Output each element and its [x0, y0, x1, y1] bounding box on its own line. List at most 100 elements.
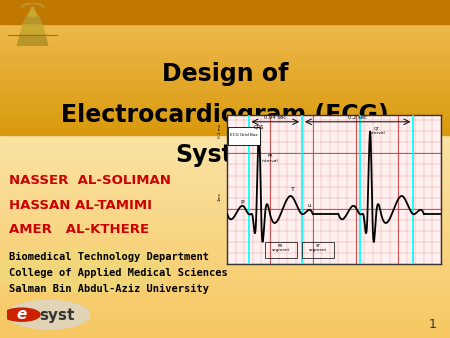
- Bar: [0, 324, 450, 328]
- Bar: [0, 0, 450, 3]
- Text: QT
interval: QT interval: [369, 127, 385, 135]
- Bar: [0, 34, 450, 37]
- Bar: [0, 47, 450, 51]
- Bar: [0, 257, 450, 260]
- Bar: [0, 78, 450, 81]
- Bar: [0, 122, 450, 125]
- Bar: [228, 127, 261, 145]
- Bar: [0, 81, 450, 84]
- Bar: [0, 139, 450, 142]
- Bar: [0, 44, 450, 47]
- Text: PR
interval: PR interval: [261, 154, 279, 163]
- Bar: [0, 101, 450, 105]
- Bar: [0, 301, 450, 304]
- Bar: [0, 169, 450, 172]
- Bar: [0, 7, 450, 10]
- Bar: [0, 152, 450, 155]
- Text: NASSER  AL-SOLIMAN: NASSER AL-SOLIMAN: [9, 174, 171, 187]
- Bar: [0, 125, 450, 128]
- Bar: [0, 189, 450, 193]
- Bar: [0, 176, 450, 179]
- Bar: [0, 314, 450, 318]
- Bar: [0, 98, 450, 101]
- Bar: [0, 71, 450, 74]
- Bar: [0, 210, 450, 213]
- Bar: [0, 54, 450, 57]
- Bar: [0, 145, 450, 149]
- Bar: [0, 27, 450, 30]
- Bar: [0, 331, 450, 335]
- Bar: [0, 24, 450, 27]
- Text: AMER   AL-KTHERE: AMER AL-KTHERE: [9, 223, 149, 236]
- Bar: [302, 242, 334, 258]
- Text: HASSAN AL-TAMIMI: HASSAN AL-TAMIMI: [9, 199, 152, 212]
- Bar: [0, 281, 450, 284]
- Bar: [0, 3, 450, 7]
- Bar: [0, 108, 450, 112]
- Bar: [0, 220, 450, 223]
- Bar: [0, 321, 450, 324]
- Bar: [0, 101, 450, 105]
- Bar: [0, 179, 450, 183]
- Bar: [0, 128, 450, 132]
- Bar: [0, 260, 450, 264]
- Bar: [0, 287, 450, 291]
- Bar: [0, 142, 450, 145]
- Bar: [0, 206, 450, 210]
- Bar: [0, 308, 450, 311]
- Bar: [0, 196, 450, 199]
- Bar: [0, 74, 450, 78]
- Text: syst: syst: [39, 308, 74, 323]
- Bar: [0, 291, 450, 294]
- Text: 0.1 mv: 0.1 mv: [218, 124, 222, 138]
- Text: College of Applied Medical Sciences: College of Applied Medical Sciences: [9, 268, 228, 278]
- Bar: [0, 172, 450, 176]
- Text: System: System: [176, 143, 274, 168]
- Bar: [0, 84, 450, 88]
- Bar: [0, 149, 450, 152]
- Bar: [0, 216, 450, 220]
- Bar: [0, 24, 450, 27]
- Bar: [0, 54, 450, 57]
- Bar: [0, 64, 450, 68]
- Text: 1: 1: [428, 318, 436, 331]
- Bar: [0, 277, 450, 281]
- Bar: [0, 0, 450, 24]
- Bar: [0, 270, 450, 274]
- Text: Electrocardiogram (ECG): Electrocardiogram (ECG): [61, 103, 389, 127]
- Text: T: T: [291, 187, 294, 192]
- Bar: [0, 30, 450, 34]
- Bar: [0, 57, 450, 61]
- Bar: [0, 91, 450, 95]
- Bar: [0, 193, 450, 196]
- Text: ST
segment: ST segment: [309, 244, 327, 252]
- Bar: [0, 91, 450, 95]
- Bar: [0, 51, 450, 54]
- Text: ECG Grid Box: ECG Grid Box: [230, 134, 258, 138]
- Bar: [0, 122, 450, 125]
- Bar: [0, 294, 450, 297]
- Bar: [0, 44, 450, 47]
- Bar: [0, 186, 450, 189]
- Bar: [0, 57, 450, 61]
- Bar: [0, 297, 450, 301]
- Bar: [0, 132, 450, 135]
- Bar: [0, 240, 450, 243]
- Bar: [0, 264, 450, 267]
- Bar: [0, 68, 450, 71]
- Circle shape: [4, 308, 40, 321]
- Bar: [0, 318, 450, 321]
- Bar: [265, 242, 297, 258]
- Text: P: P: [240, 200, 244, 204]
- Bar: [0, 78, 450, 81]
- Polygon shape: [23, 16, 42, 24]
- Bar: [0, 7, 450, 10]
- Bar: [0, 10, 450, 14]
- Text: u: u: [308, 203, 311, 208]
- Bar: [0, 132, 450, 135]
- Bar: [0, 37, 450, 41]
- Ellipse shape: [7, 300, 90, 329]
- Bar: [0, 250, 450, 254]
- Bar: [0, 155, 450, 159]
- Bar: [0, 213, 450, 216]
